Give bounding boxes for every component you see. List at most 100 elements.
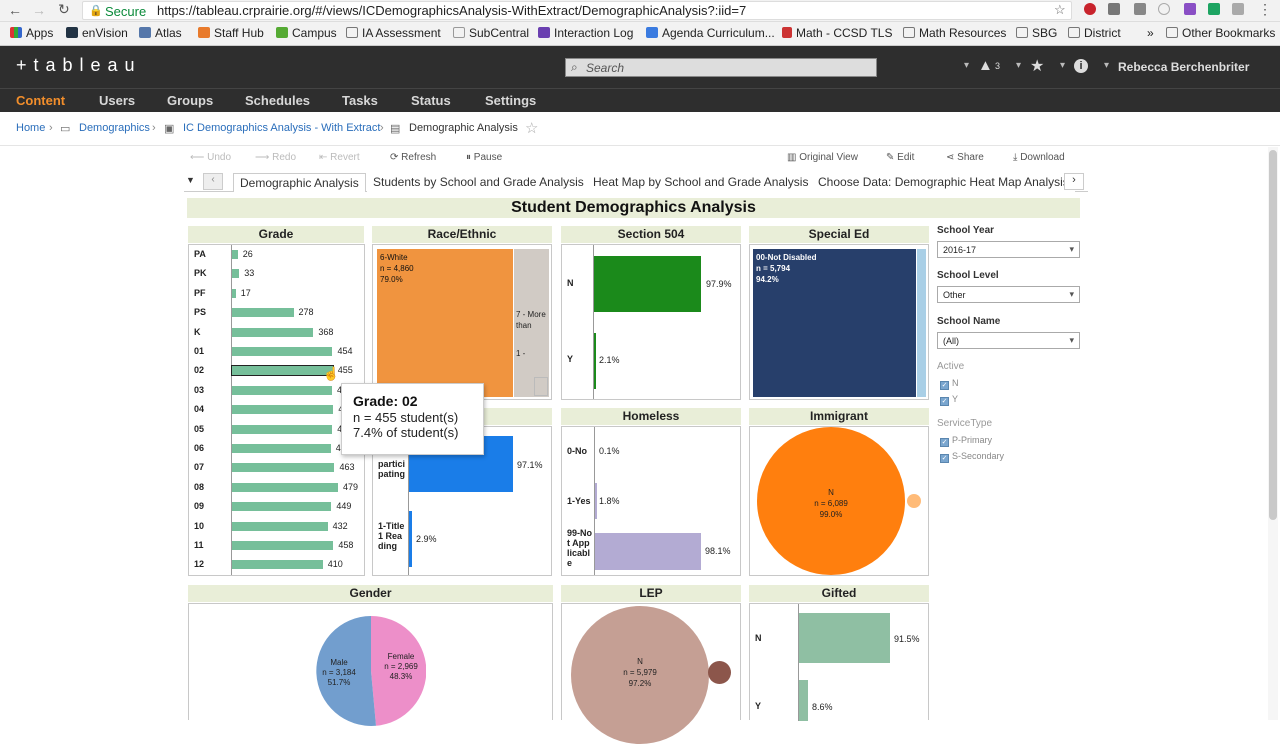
nav-schedules[interactable]: Schedules (245, 93, 311, 108)
gifted-chart[interactable]: N 91.5% Y 8.6% (749, 603, 929, 721)
grade-bar-K[interactable] (232, 327, 314, 337)
bookmarks-overflow[interactable]: » (1147, 26, 1154, 40)
scrollbar-thumb[interactable] (1269, 150, 1277, 520)
service-type-option-primary[interactable]: ✓ P-Primary (940, 435, 992, 447)
grade-bar-01[interactable] (232, 347, 333, 356)
school-level-select[interactable]: Other (937, 286, 1080, 303)
tableau-logo[interactable]: + t a b l e a u (16, 55, 136, 75)
extension-icon[interactable] (1108, 3, 1120, 15)
pinterest-icon[interactable] (1084, 3, 1096, 15)
reload-icon[interactable]: ↻ (58, 1, 70, 17)
user-menu[interactable]: Rebecca Berchenbriter (1118, 60, 1250, 74)
grade-bar-11[interactable] (232, 541, 334, 550)
grade-bar-03[interactable] (232, 385, 333, 395)
share-button[interactable]: ⋖ Share (946, 152, 984, 163)
gifted-bar-y[interactable] (799, 680, 808, 721)
pause-button[interactable]: ⏸ Pause (466, 152, 503, 163)
immigrant-bubble-y[interactable] (907, 494, 921, 508)
menu-icon[interactable]: ⋮ (1258, 1, 1272, 17)
bookmark-other[interactable]: Other Bookmarks (1166, 26, 1275, 40)
nav-settings[interactable]: Settings (485, 93, 537, 108)
bookmark-math-ccsd[interactable]: Math - CCSD TLS (782, 26, 892, 40)
race-other-block[interactable]: 7 - More than 1 - (514, 249, 549, 397)
lep-bubble-n[interactable]: N n = 5,979 97.2% (571, 606, 709, 744)
section504-bar-n[interactable] (594, 256, 701, 312)
refresh-button[interactable]: ⟳ Refresh (390, 152, 437, 163)
grade-bar-10[interactable] (232, 521, 328, 531)
nav-content[interactable]: Content (16, 93, 66, 108)
race-white-block[interactable]: 6-White n = 4,860 79.0% (377, 249, 513, 397)
grade-bar-07[interactable] (232, 463, 335, 473)
tab-heat-map[interactable]: Heat Map by School and Grade Analysis (587, 173, 815, 192)
tab-choose-data[interactable]: Choose Data: Demographic Heat Map Analys… (812, 173, 1075, 192)
gender-pie[interactable] (316, 616, 426, 726)
extension-icon[interactable] (1232, 3, 1244, 15)
search-input[interactable]: ⌕ Search (565, 58, 877, 77)
forward-icon[interactable]: → (32, 2, 46, 18)
star-icon[interactable]: ☆ (1054, 2, 1066, 17)
grade-bar-02[interactable] (231, 365, 334, 377)
tab-demographic-analysis[interactable]: Demographic Analysis (233, 173, 366, 192)
bookmark-agenda[interactable]: Agenda Curriculum... (646, 26, 775, 40)
special-ed-other-block[interactable] (917, 249, 926, 397)
grade-bar-09[interactable] (232, 502, 332, 512)
favorites-star-icon[interactable]: ★ (1030, 58, 1045, 75)
chevron-down-icon[interactable]: ▾ (964, 60, 970, 71)
active-option-n[interactable]: ✓ N (940, 378, 959, 390)
grade-bar-PA[interactable] (232, 250, 238, 259)
extension-icon[interactable] (1134, 3, 1146, 15)
homeless-bar-yes[interactable] (595, 483, 597, 519)
edit-button[interactable]: ✎ Edit (886, 152, 915, 163)
title1-bar-reading[interactable] (409, 511, 412, 567)
bookmark-district[interactable]: District (1068, 26, 1121, 40)
undo-button[interactable]: ⟵ Undo (190, 152, 232, 163)
tab-scroll-left-icon[interactable]: ‹ (203, 173, 223, 190)
alert-icon[interactable]: ▲ (978, 57, 993, 74)
revert-button[interactable]: ⇤ Revert (319, 152, 360, 163)
chevron-down-icon[interactable]: ▾ (1060, 60, 1066, 71)
service-type-option-secondary[interactable]: ✓ S-Secondary (940, 451, 1005, 463)
section504-bar-y[interactable] (594, 333, 596, 389)
school-name-select[interactable]: (All) (937, 332, 1080, 349)
original-view-button[interactable]: ▥ Original View (787, 152, 858, 163)
gender-slice-female[interactable] (371, 616, 426, 726)
bookmark-subcentral[interactable]: SubCentral (453, 26, 529, 40)
bookmark-campus[interactable]: Campus (276, 26, 337, 40)
grade-bar-08[interactable] (232, 482, 338, 492)
grade-bar-PF[interactable] (232, 288, 236, 298)
homeless-chart[interactable]: 0-No 0.1% 1-Yes 1.8% 99-No t App licabl … (561, 426, 741, 576)
breadcrumb-home[interactable]: Home (16, 122, 46, 134)
tab-scroll-right-icon[interactable]: › (1064, 173, 1084, 190)
lep-bubble-y[interactable] (708, 661, 731, 684)
immigrant-chart[interactable]: N n = 6,089 99.0% (749, 426, 929, 576)
bookmark-sbg[interactable]: SBG (1016, 26, 1057, 40)
bookmark-staff-hub[interactable]: Staff Hub (198, 26, 264, 40)
gender-chart[interactable]: Male n = 3,184 51.7% Female n = 2,969 48… (188, 603, 553, 726)
breadcrumb-project[interactable]: Demographics (79, 122, 150, 134)
grade-bar-05[interactable] (232, 424, 333, 434)
tab-menu-icon[interactable]: ▼ (186, 175, 195, 185)
extension-icon[interactable] (1184, 3, 1196, 15)
bookmark-ia-assessment[interactable]: IA Assessment (346, 26, 441, 40)
url-text[interactable]: https://tableau.crprairie.org/#/views/IC… (157, 3, 747, 18)
bookmark-interaction-log[interactable]: Interaction Log (538, 26, 633, 40)
nav-tasks[interactable]: Tasks (342, 93, 378, 108)
chevron-down-icon[interactable]: ▾ (1104, 60, 1110, 71)
nav-groups[interactable]: Groups (167, 93, 214, 108)
bookmark-envision[interactable]: enVision (66, 26, 128, 40)
grade-bar-12[interactable] (232, 560, 323, 570)
homeless-bar-na[interactable] (595, 533, 701, 570)
grade-bar-04[interactable] (232, 405, 334, 415)
special-ed-not-disabled-block[interactable]: 00-Not Disabled n = 5,794 94.2% (753, 249, 916, 397)
active-option-y[interactable]: ✓ Y (940, 394, 959, 406)
tab-students-by-school[interactable]: Students by School and Grade Analysis (367, 173, 590, 192)
info-icon[interactable]: i (1074, 59, 1088, 73)
school-year-select[interactable]: 2016-17 (937, 241, 1080, 258)
back-icon[interactable]: ← (8, 2, 22, 18)
nav-status[interactable]: Status (411, 93, 451, 108)
favorite-star-icon[interactable]: ☆ (525, 120, 539, 137)
bookmark-apps[interactable]: Apps (10, 26, 53, 40)
section504-chart[interactable]: N 97.9% Y 2.1% (561, 244, 741, 400)
page-scrollbar[interactable] (1268, 147, 1278, 720)
grade-chart[interactable]: PA26PK33PF17PS278K3680145402455034404450… (188, 244, 365, 576)
